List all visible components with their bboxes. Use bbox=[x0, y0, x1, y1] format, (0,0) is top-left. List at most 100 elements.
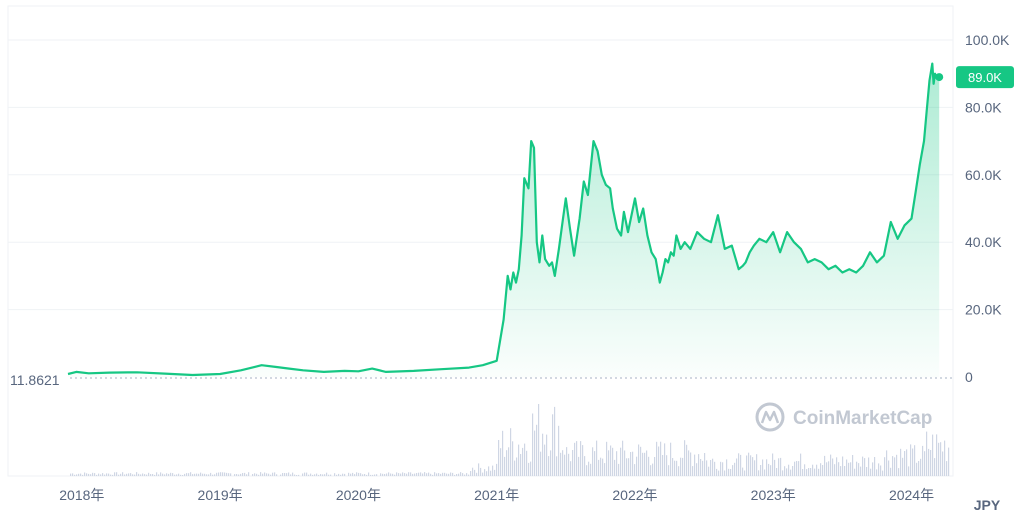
volume-bar bbox=[282, 473, 284, 476]
volume-bar bbox=[358, 472, 360, 476]
x-tick-label: 2022年 bbox=[612, 487, 657, 503]
volume-bar bbox=[668, 465, 670, 476]
volume-bar bbox=[744, 470, 746, 476]
volume-bar bbox=[242, 473, 244, 476]
volume-bar bbox=[166, 473, 168, 476]
volume-bar bbox=[760, 465, 762, 476]
volume-bar bbox=[672, 458, 674, 476]
volume-bar bbox=[798, 461, 800, 476]
volume-bar bbox=[838, 462, 840, 476]
volume-bars bbox=[70, 404, 950, 476]
volume-bar bbox=[756, 454, 758, 476]
volume-bar bbox=[554, 406, 556, 476]
volume-bar bbox=[272, 472, 274, 476]
volume-bar bbox=[520, 454, 522, 476]
volume-bar bbox=[160, 472, 162, 476]
volume-bar bbox=[432, 474, 434, 476]
volume-bar bbox=[620, 447, 622, 476]
volume-bar bbox=[486, 471, 488, 476]
volume-bar bbox=[104, 474, 106, 476]
volume-bar bbox=[552, 414, 554, 476]
volume-bar bbox=[606, 441, 608, 476]
volume-bar bbox=[206, 474, 208, 476]
volume-bar bbox=[872, 462, 874, 476]
volume-bar bbox=[592, 447, 594, 476]
volume-bar bbox=[506, 450, 508, 476]
volume-bar bbox=[898, 468, 900, 476]
volume-bar bbox=[360, 473, 362, 476]
volume-bar bbox=[208, 474, 210, 476]
volume-bar bbox=[326, 472, 328, 476]
volume-bar bbox=[946, 461, 948, 476]
volume-bar bbox=[514, 460, 516, 476]
volume-bar bbox=[640, 446, 642, 476]
volume-bar bbox=[198, 473, 200, 476]
volume-bar bbox=[340, 474, 342, 476]
volume-bar bbox=[504, 456, 506, 476]
volume-bar bbox=[666, 455, 668, 476]
volume-bar bbox=[938, 442, 940, 476]
volume-bar bbox=[696, 463, 698, 476]
volume-bar bbox=[396, 472, 398, 476]
volume-bar bbox=[932, 434, 934, 476]
volume-bar bbox=[766, 459, 768, 476]
volume-bar bbox=[654, 457, 656, 476]
volume-bar bbox=[256, 473, 258, 476]
volume-bar bbox=[610, 445, 612, 476]
volume-bar bbox=[492, 465, 494, 476]
volume-bar bbox=[604, 463, 606, 476]
volume-bar bbox=[330, 474, 332, 476]
volume-bar bbox=[466, 473, 468, 476]
volume-bar bbox=[376, 474, 378, 476]
volume-bar bbox=[352, 472, 354, 476]
y-tick-label: 100.0K bbox=[965, 32, 1010, 48]
volume-bar bbox=[824, 455, 826, 476]
currency-unit: JPY bbox=[974, 497, 1001, 513]
volume-bar bbox=[128, 473, 130, 476]
volume-bar bbox=[302, 473, 304, 476]
volume-bar bbox=[90, 474, 92, 476]
volume-bar bbox=[418, 472, 420, 476]
volume-bar bbox=[284, 473, 286, 476]
volume-bar bbox=[908, 466, 910, 476]
volume-bar bbox=[548, 456, 550, 476]
volume-bar bbox=[764, 469, 766, 476]
volume-bar bbox=[292, 472, 294, 476]
x-axis: 2018年 2019年 2020年 2021年 2022年 2023年 2024年 bbox=[59, 487, 934, 503]
volume-bar bbox=[80, 473, 82, 476]
volume-bar bbox=[826, 462, 828, 476]
volume-bar bbox=[576, 441, 578, 476]
x-tick-label: 2020年 bbox=[336, 487, 381, 503]
volume-bar bbox=[94, 473, 96, 476]
volume-bar bbox=[852, 455, 854, 476]
volume-bar bbox=[366, 474, 368, 476]
volume-bar bbox=[262, 473, 264, 476]
volume-bar bbox=[724, 470, 726, 476]
volume-bar bbox=[134, 474, 136, 476]
volume-bar bbox=[140, 474, 142, 476]
volume-bar bbox=[790, 469, 792, 476]
volume-bar bbox=[86, 473, 88, 476]
volume-bar bbox=[322, 474, 324, 476]
volume-bar bbox=[734, 462, 736, 476]
volume-bar bbox=[680, 457, 682, 476]
volume-bar bbox=[634, 464, 636, 476]
volume-bar bbox=[896, 454, 898, 476]
volume-bar bbox=[586, 465, 588, 476]
volume-bar bbox=[602, 458, 604, 476]
price-line bbox=[67, 62, 940, 377]
volume-bar bbox=[260, 472, 262, 476]
volume-bar bbox=[364, 474, 366, 476]
volume-bar bbox=[870, 468, 872, 476]
volume-bar bbox=[884, 457, 886, 476]
volume-bar bbox=[626, 458, 628, 476]
volume-bar bbox=[482, 472, 484, 476]
volume-bar bbox=[484, 469, 486, 476]
volume-bar bbox=[892, 456, 894, 476]
volume-bar bbox=[334, 473, 336, 476]
volume-bar bbox=[342, 473, 344, 476]
volume-bar bbox=[148, 472, 150, 476]
volume-bar bbox=[266, 473, 268, 476]
volume-bar bbox=[624, 450, 626, 476]
volume-bar bbox=[190, 472, 192, 476]
